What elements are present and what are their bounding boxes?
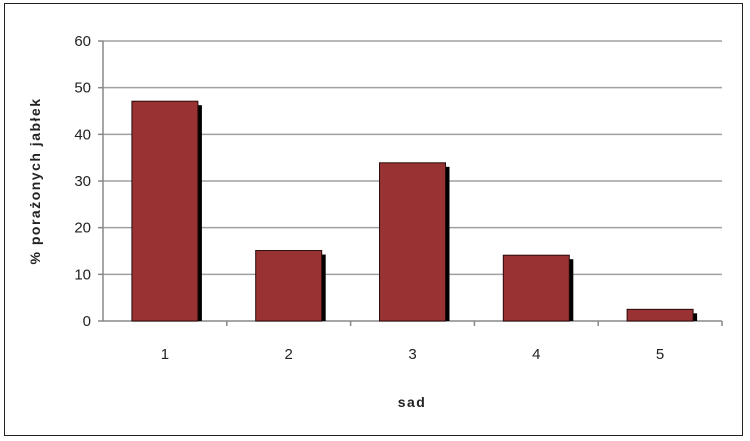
x-tick-label: 4 — [532, 346, 540, 363]
y-tick-label: 20 — [74, 220, 91, 237]
y-tick-label: 60 — [74, 33, 91, 50]
x-tick-label: 2 — [285, 346, 293, 363]
y-tick-label: 30 — [74, 173, 91, 190]
y-tick-label: 40 — [74, 126, 91, 143]
y-tick-label: 10 — [74, 266, 91, 283]
x-tick-label: 1 — [161, 346, 169, 363]
bar — [255, 250, 323, 322]
y-axis-label: % porażonych jabłek — [27, 98, 43, 265]
bar — [131, 100, 199, 322]
y-tick-label: 0 — [83, 313, 91, 330]
x-axis-label: sad — [398, 394, 427, 410]
y-tick-label: 50 — [74, 80, 91, 97]
bar — [626, 308, 694, 322]
bar — [379, 162, 446, 322]
x-tick-label: 5 — [656, 346, 664, 363]
x-tick-label: 3 — [408, 346, 416, 363]
bar — [502, 254, 570, 322]
chart-frame — [4, 3, 743, 436]
